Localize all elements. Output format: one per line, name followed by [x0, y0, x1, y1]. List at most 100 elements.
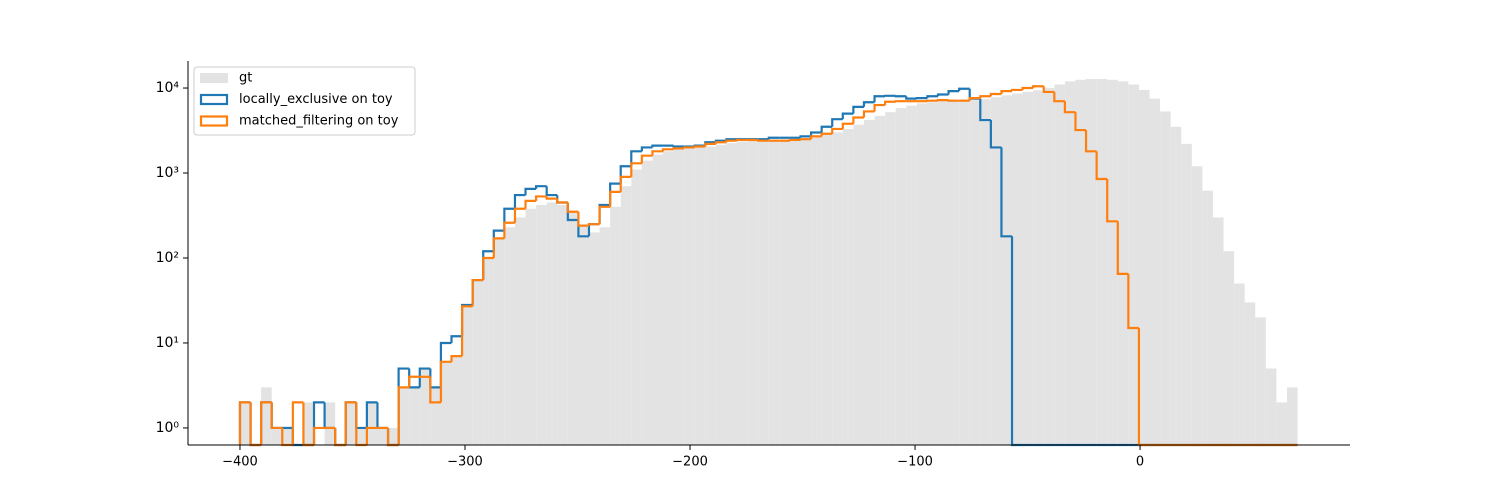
- histogram-step: [1010, 88, 1023, 92]
- legend-box: [193, 66, 416, 136]
- histogram-step: [1106, 179, 1118, 223]
- histogram-bar: [937, 101, 949, 446]
- y-tick-label: 10²: [156, 250, 179, 266]
- histogram-bar: [324, 402, 336, 445]
- histogram-bar: [546, 202, 558, 445]
- histogram-step: [460, 305, 473, 357]
- histogram-step: [556, 195, 568, 204]
- histogram-step: [260, 401, 272, 445]
- histogram-step: [344, 401, 357, 445]
- histogram-bar: [504, 227, 515, 445]
- histogram-bar: [610, 206, 621, 445]
- histogram-step: [672, 145, 685, 148]
- histogram-bar: [483, 257, 494, 445]
- histogram-bar: [631, 169, 642, 446]
- histogram-step: [598, 205, 611, 225]
- histogram-bar: [451, 356, 463, 445]
- histogram-step: [577, 211, 589, 227]
- histogram-step: [799, 138, 812, 141]
- legend-label: locally_exclusive on toy: [239, 92, 393, 107]
- histogram-step: [989, 92, 1002, 97]
- histogram-bar: [768, 140, 780, 445]
- histogram-bar: [853, 124, 864, 446]
- histogram-step: [862, 110, 875, 118]
- histogram-step: [482, 256, 494, 281]
- histogram-bar: [1033, 90, 1044, 446]
- histogram-step: [947, 99, 960, 102]
- histogram-bar: [885, 112, 896, 446]
- histogram-step: [725, 139, 738, 143]
- histogram-bar: [779, 140, 790, 445]
- histogram-step: [312, 426, 325, 445]
- histogram-step: [894, 100, 907, 103]
- histogram-step: [852, 116, 864, 124]
- histogram-step: [1127, 273, 1139, 330]
- histogram-step: [714, 141, 727, 144]
- histogram-step: [439, 360, 452, 403]
- histogram-step: [249, 402, 262, 447]
- histogram-bar: [715, 144, 727, 445]
- histogram-bar: [906, 105, 917, 446]
- histogram-step: [291, 401, 304, 445]
- histogram-step: [831, 127, 843, 134]
- histogram-bar: [345, 402, 357, 445]
- histogram-step: [831, 118, 843, 127]
- histogram-step: [841, 122, 854, 129]
- histogram-step: [968, 97, 981, 101]
- histogram-step: [545, 186, 558, 197]
- histogram-step: [1116, 221, 1129, 275]
- histogram-bar: [684, 148, 695, 445]
- histogram-step: [757, 139, 769, 142]
- histogram-bar: [377, 427, 389, 445]
- histogram-bar: [874, 115, 886, 446]
- histogram-bar: [789, 139, 801, 445]
- y-tick-label: 10⁴: [156, 80, 180, 96]
- legend-swatch: [200, 73, 228, 83]
- histogram-step: [291, 427, 304, 447]
- histogram-step: [397, 386, 410, 445]
- histogram-step: [408, 368, 420, 389]
- histogram-bar: [1128, 84, 1139, 445]
- histogram-bar: [599, 227, 611, 445]
- histogram-step: [640, 146, 653, 152]
- histogram-step: [1053, 91, 1065, 103]
- histogram-step: [852, 105, 864, 114]
- histogram-step: [450, 335, 463, 343]
- histogram-bar: [1170, 126, 1182, 446]
- histogram-bar: [567, 211, 579, 445]
- histogram-bar: [980, 99, 991, 445]
- legend-swatch: [199, 93, 229, 106]
- histogram-bar: [1265, 368, 1277, 445]
- histogram-bar: [282, 427, 293, 445]
- histogram-step: [545, 196, 558, 200]
- histogram-bar: [1234, 283, 1245, 445]
- histogram-step: [873, 95, 886, 103]
- histogram-bar: [694, 147, 706, 446]
- histogram-step: [609, 190, 621, 207]
- histogram-bar: [1255, 317, 1266, 445]
- histogram-step: [873, 103, 886, 112]
- histogram-step: [429, 376, 441, 404]
- histogram-bar: [514, 217, 526, 445]
- histogram-bar: [1160, 111, 1171, 445]
- histogram-step: [788, 138, 801, 142]
- histogram-step: [693, 145, 706, 148]
- x-tick-label: −300: [447, 455, 483, 470]
- histogram-bar: [990, 97, 1002, 445]
- histogram-step: [566, 202, 579, 213]
- histogram-step: [704, 142, 716, 147]
- histogram-step: [365, 401, 378, 428]
- x-tick-label: −200: [672, 455, 708, 470]
- histogram-step: [524, 199, 537, 209]
- histogram-step: [926, 99, 938, 102]
- histogram-step: [809, 135, 822, 140]
- histogram-step: [450, 355, 463, 362]
- histogram-bar: [895, 108, 907, 445]
- histogram-step: [672, 147, 685, 150]
- histogram-bar: [758, 140, 769, 445]
- legend-label: matched_filtering on toy: [239, 114, 399, 129]
- histogram-bar: [462, 306, 473, 445]
- histogram-bar: [842, 128, 854, 445]
- histogram-step: [630, 150, 642, 167]
- y-tick-label: 10⁰: [156, 420, 180, 436]
